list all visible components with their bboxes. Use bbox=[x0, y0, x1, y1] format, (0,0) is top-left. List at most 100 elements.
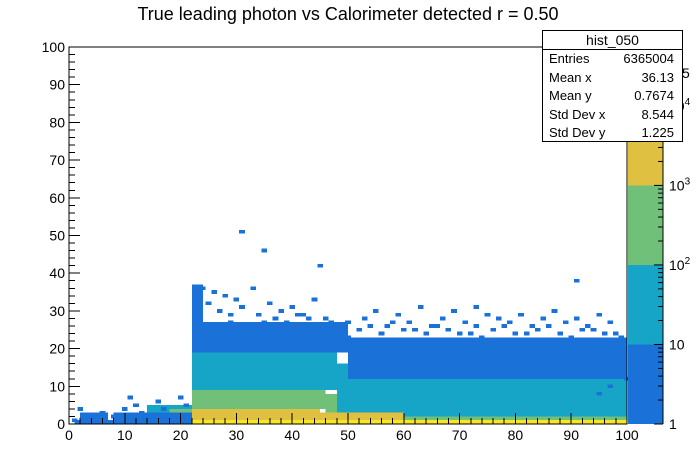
stats-row-mean-y: Mean y 0.7674 bbox=[543, 87, 682, 106]
heatmap-bin bbox=[428, 324, 435, 328]
heatmap-bin bbox=[311, 297, 318, 302]
heatmap-bin bbox=[138, 410, 145, 415]
heatmap-bin bbox=[228, 312, 234, 317]
heatmap-region bbox=[113, 412, 192, 421]
heatmap-bin bbox=[534, 339, 541, 343]
x-tick-label: 80 bbox=[508, 427, 524, 443]
heatmap-bin bbox=[551, 309, 558, 313]
heatmap-bin bbox=[267, 301, 273, 306]
heatmap-region bbox=[191, 322, 348, 353]
heatmap-bin bbox=[462, 320, 468, 325]
stats-row-entries: Entries 6365004 bbox=[543, 50, 682, 69]
heatmap-bin bbox=[278, 324, 284, 328]
heatmap-bin bbox=[339, 331, 346, 336]
heatmap-region bbox=[191, 420, 627, 424]
heatmap-bin bbox=[311, 327, 318, 332]
heatmap-bin bbox=[133, 403, 139, 408]
heatmap-bin bbox=[250, 286, 256, 291]
heatmap-bin bbox=[88, 414, 95, 419]
x-tick-label: 0 bbox=[65, 427, 73, 443]
heatmap-bin bbox=[155, 399, 162, 404]
stats-row-mean-x: Mean x 36.13 bbox=[543, 69, 682, 88]
heatmap-bin bbox=[261, 248, 268, 253]
x-tick-label: 70 bbox=[452, 427, 468, 443]
color-scale-label: 102 bbox=[669, 256, 691, 273]
heatmap-bin bbox=[194, 327, 201, 332]
heatmap-bin bbox=[417, 305, 424, 310]
heatmap-bin bbox=[607, 320, 614, 325]
stats-value: 1.225 bbox=[641, 125, 674, 140]
color-scale-label: 1 bbox=[669, 416, 677, 432]
heatmap-bin bbox=[300, 312, 307, 317]
heatmap-cells bbox=[71, 229, 630, 424]
y-tick-label: 80 bbox=[49, 114, 65, 130]
heatmap-bin bbox=[495, 316, 502, 321]
y-tick-label: 50 bbox=[49, 228, 65, 244]
heatmap-bin bbox=[127, 395, 134, 400]
heatmap-bin bbox=[451, 309, 457, 313]
heatmap-region bbox=[191, 390, 237, 409]
heatmap-bin bbox=[289, 305, 295, 310]
heatmap-bin bbox=[540, 316, 547, 321]
heatmap-bin bbox=[283, 320, 290, 325]
heatmap-bin bbox=[110, 414, 117, 419]
x-tick-label: 60 bbox=[396, 427, 412, 443]
heatmap-bin bbox=[200, 286, 206, 291]
heatmap-region bbox=[169, 408, 192, 413]
color-scale-label: 10 bbox=[669, 336, 685, 352]
stats-key: Std Dev x bbox=[549, 106, 606, 122]
heatmap-bin bbox=[77, 407, 83, 411]
heatmap-bin bbox=[596, 391, 602, 396]
heatmap-bin bbox=[205, 301, 212, 306]
heatmap-region bbox=[320, 412, 404, 421]
y-tick-label: 70 bbox=[49, 152, 65, 168]
heatmap-bin bbox=[389, 320, 396, 325]
heatmap-region bbox=[191, 284, 203, 323]
heatmap-bin bbox=[345, 320, 351, 325]
heatmap-bin bbox=[356, 327, 362, 332]
heatmap-bin bbox=[529, 324, 535, 328]
color-band bbox=[628, 344, 663, 424]
stats-value: 0.7674 bbox=[634, 88, 674, 103]
heatmap-bin bbox=[317, 263, 323, 268]
x-tick-label: 90 bbox=[563, 427, 579, 443]
heatmap-bin bbox=[244, 324, 251, 328]
heatmap-bin bbox=[579, 327, 586, 332]
chart-title: True leading photon vs Calorimeter detec… bbox=[137, 4, 559, 24]
heatmap-bin bbox=[601, 369, 608, 374]
color-scale-label: 103 bbox=[669, 176, 691, 193]
heatmap-bin bbox=[585, 324, 591, 328]
heatmap-bin bbox=[490, 327, 496, 332]
color-band bbox=[628, 185, 663, 265]
y-tick-label: 0 bbox=[57, 416, 65, 432]
x-tick-label: 100 bbox=[615, 427, 639, 443]
heatmap-bin bbox=[211, 290, 217, 294]
stats-value: 6365004 bbox=[623, 51, 674, 66]
stats-box: hist_050 Entries 6365004 Mean x 36.13 Me… bbox=[542, 30, 683, 142]
heatmap-bin bbox=[294, 324, 301, 328]
heatmap-bin bbox=[445, 327, 452, 332]
heatmap-bin bbox=[613, 331, 619, 336]
heatmap-bin bbox=[328, 327, 335, 332]
heatmap-bin bbox=[573, 316, 580, 321]
x-tick-label: 30 bbox=[229, 427, 245, 443]
y-tick-label: 40 bbox=[49, 265, 65, 281]
heatmap-bin bbox=[161, 407, 167, 411]
y-tick-label: 100 bbox=[42, 39, 66, 55]
heatmap-bin bbox=[434, 324, 441, 328]
heatmap-bin bbox=[367, 324, 374, 328]
heatmap-bin bbox=[456, 331, 463, 336]
heatmap-bin bbox=[378, 331, 385, 336]
x-tick-label: 50 bbox=[340, 427, 356, 443]
heatmap-bin bbox=[546, 324, 552, 328]
heatmap-bin bbox=[473, 324, 480, 328]
heatmap-bin bbox=[484, 312, 491, 317]
heatmap-bin bbox=[596, 312, 602, 317]
heatmap-bin bbox=[255, 312, 262, 317]
heatmap-bin bbox=[607, 384, 614, 389]
heatmap-bin bbox=[322, 316, 329, 321]
heatmap-bin bbox=[473, 305, 480, 310]
heatmap-bin bbox=[479, 335, 485, 340]
heatmap-bin bbox=[618, 335, 625, 340]
heatmap-bin bbox=[71, 418, 78, 423]
